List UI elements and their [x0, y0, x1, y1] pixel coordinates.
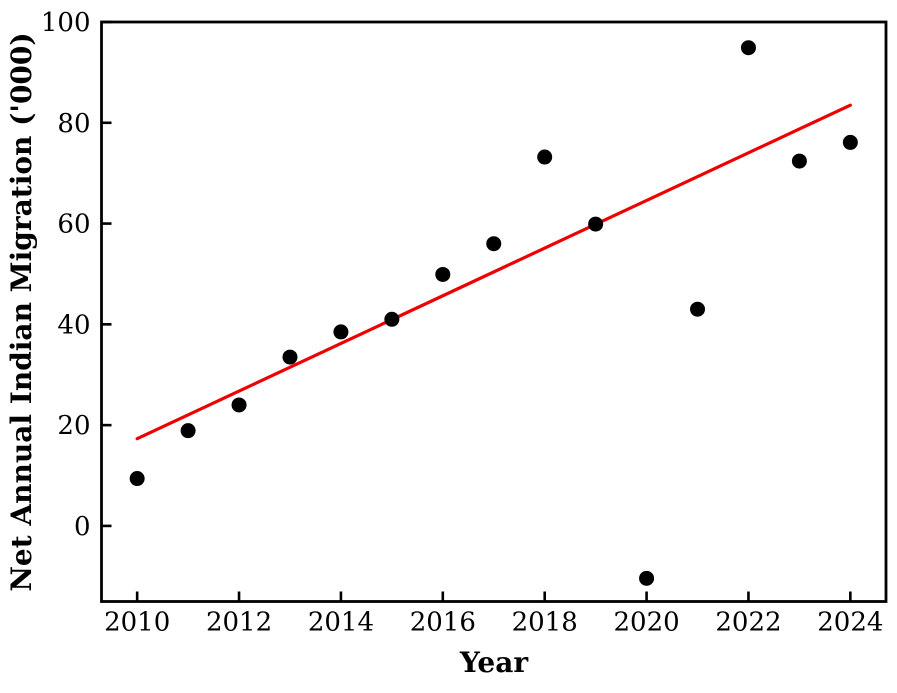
data-point: [740, 40, 756, 56]
x-tick-label: 2022: [715, 608, 781, 638]
y-tick-label: 40: [57, 310, 90, 340]
x-tick-label: 2012: [206, 608, 272, 638]
trend-line: [135, 103, 852, 441]
data-point: [282, 349, 298, 365]
data-point: [537, 149, 553, 165]
data-point: [180, 423, 196, 439]
x-tick-label: 2024: [817, 608, 883, 638]
y-tick-label: 60: [57, 210, 90, 240]
x-axis-title: Year: [459, 646, 530, 679]
data-point: [333, 324, 349, 340]
data-point: [842, 134, 858, 150]
data-point: [639, 570, 655, 586]
x-tick-label: 2018: [512, 608, 578, 638]
data-point: [588, 216, 604, 232]
data-point: [129, 471, 145, 487]
data-point: [486, 236, 502, 252]
y-tick-label: 100: [41, 8, 91, 38]
data-point: [791, 153, 807, 169]
data-point: [384, 311, 400, 327]
y-tick-label: 0: [74, 512, 91, 542]
data-point: [231, 397, 247, 413]
plot-area: 2010 2012 2014 2016 2018 2020 2022 2024 0 20 40 60 8…: [41, 8, 888, 638]
y-axis-title: Net Annual Indian Migration ('000): [5, 32, 38, 591]
y-tick-label: 20: [57, 411, 90, 441]
data-point: [690, 301, 706, 317]
plot-frame: [100, 20, 888, 603]
data-point: [435, 266, 451, 282]
y-tick-label: 80: [57, 109, 90, 139]
x-tick-label: 2014: [308, 608, 374, 638]
x-tick-label: 2016: [410, 608, 476, 638]
x-tick-label: 2010: [104, 608, 170, 638]
x-tick-label: 2020: [613, 608, 679, 638]
